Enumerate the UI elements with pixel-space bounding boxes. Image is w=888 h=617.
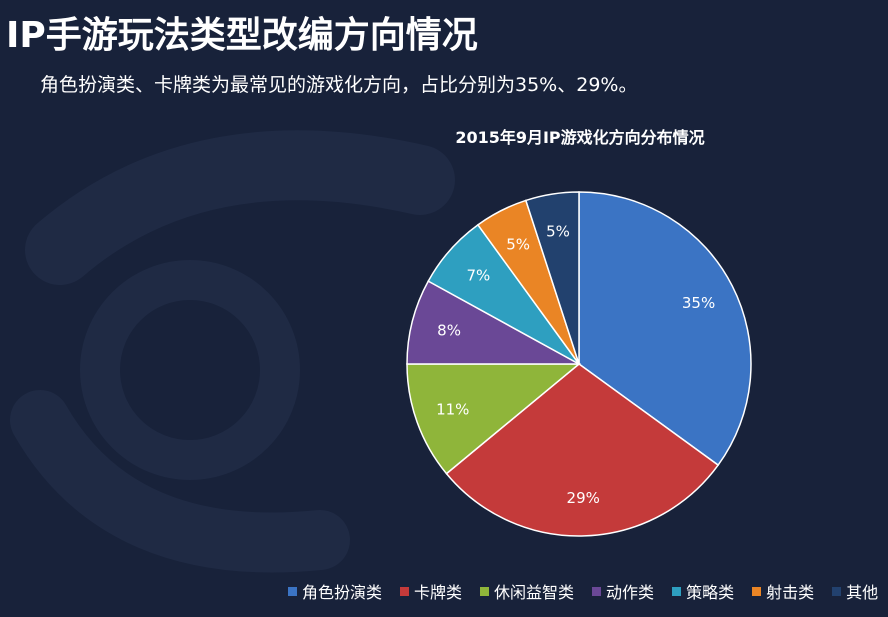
pie-slice-card [445,363,720,537]
legend-swatch [592,586,602,596]
pie-slice-casual-puzzle [406,363,582,475]
data-label-card: 29% [567,489,600,507]
legend-label: 动作类 [606,583,655,602]
legend-item-other: 其他 [832,579,878,603]
legend-item-strategy: 策略类 [672,579,734,603]
pie-slice-other [524,191,580,365]
legend-item-shooter: 射击类 [752,579,814,603]
legend-label: 其他 [846,583,879,602]
legend-swatch [480,586,490,596]
data-label-strategy: 7% [466,266,490,284]
legend-label: 射击类 [766,583,815,602]
page-subtitle: 角色扮演类、卡牌类为最常见的游戏化方向，占比分别为35%、29%。 [40,74,638,96]
chart-legend: 角色扮演类 卡牌类 休闲益智类 动作类 策略类 射击类 其他 [288,580,878,602]
data-label-shooter: 5% [506,235,530,253]
legend-label: 角色扮演类 [302,583,383,602]
legend-swatch [832,586,842,596]
legend-label: 卡牌类 [414,583,463,602]
legend-swatch [288,586,297,596]
legend-swatch [672,586,682,596]
data-label-action: 8% [437,322,461,340]
chart-title: 2015年9月IP游戏化方向分布情况 [455,128,705,147]
data-label-casual-puzzle: 11% [436,400,469,418]
page-title: IP手游玩法类型改编方向情况 [6,15,478,56]
legend-item-action: 动作类 [592,579,654,603]
data-label-rpg: 35% [682,294,715,312]
legend-label: 休闲益智类 [494,583,575,602]
pie-slice-rpg [578,191,752,467]
legend-swatch [400,586,410,596]
legend-item-rpg: 角色扮演类 [288,579,382,603]
legend-label: 策略类 [686,583,735,602]
legend-swatch [752,586,762,596]
legend-item-casual-puzzle: 休闲益智类 [480,579,574,603]
data-label-other: 5% [546,222,570,240]
legend-item-card: 卡牌类 [400,579,462,603]
